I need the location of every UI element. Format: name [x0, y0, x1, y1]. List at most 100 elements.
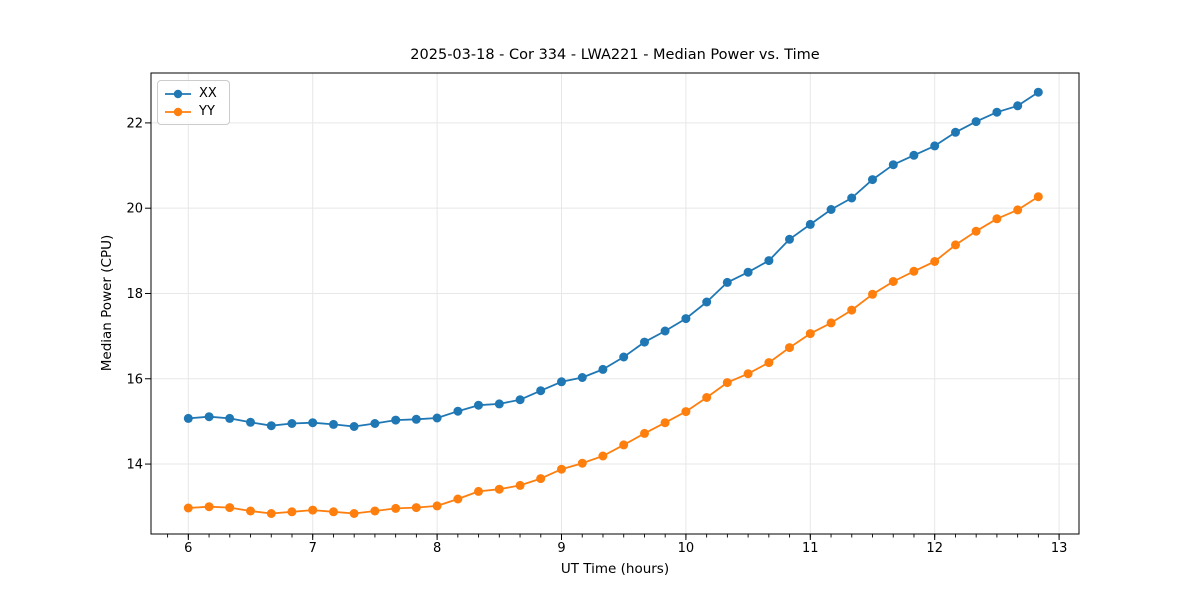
- data-point-xx: [536, 386, 546, 396]
- data-point-xx: [971, 117, 981, 127]
- data-point-yy: [577, 458, 587, 468]
- legend-label-xx: XX: [199, 86, 217, 101]
- data-point-xx: [619, 352, 629, 362]
- legend: XX YY: [157, 80, 230, 125]
- data-point-yy: [1033, 192, 1043, 202]
- y-tick-label: 20: [126, 202, 143, 217]
- plot-border: [150, 72, 1080, 535]
- data-point-xx: [1013, 101, 1023, 111]
- data-point-yy: [308, 505, 318, 515]
- data-point-yy: [992, 214, 1002, 224]
- data-point-yy: [805, 329, 815, 339]
- x-tick-label: 12: [926, 541, 943, 556]
- series-line-xx: [188, 91, 1039, 428]
- legend-item-xx: XX: [165, 86, 217, 101]
- data-point-yy: [909, 266, 919, 276]
- data-point-yy: [453, 494, 463, 504]
- data-point-yy: [266, 509, 276, 518]
- data-point-yy: [432, 501, 442, 511]
- data-point-xx: [494, 399, 504, 409]
- x-tick-label: 8: [433, 541, 441, 556]
- data-point-xx: [764, 256, 774, 266]
- data-point-yy: [204, 502, 214, 512]
- data-point-xx: [785, 234, 794, 244]
- data-point-yy: [474, 486, 483, 496]
- data-point-xx: [847, 193, 857, 203]
- y-tick-label: 16: [126, 372, 143, 387]
- data-point-yy: [536, 474, 546, 484]
- data-point-yy: [349, 509, 359, 518]
- data-point-yy: [702, 393, 712, 402]
- y-tick-label: 18: [126, 287, 143, 302]
- legend-sample-line-yy: [165, 107, 191, 117]
- x-tick-label: 6: [184, 541, 192, 556]
- x-tick-label: 13: [1051, 541, 1068, 556]
- data-point-xx: [411, 414, 421, 424]
- data-point-xx: [329, 419, 338, 429]
- data-point-yy: [722, 378, 732, 388]
- data-point-yy: [515, 480, 525, 490]
- data-point-xx: [246, 417, 255, 427]
- x-tick-label: 9: [557, 541, 565, 556]
- x-tick-label: 7: [309, 541, 317, 556]
- data-point-yy: [951, 240, 960, 250]
- data-point-yy: [764, 358, 774, 368]
- data-point-yy: [370, 506, 380, 516]
- chart-title: 2025-03-18 - Cor 334 - LWA221 - Median P…: [410, 47, 820, 63]
- data-point-xx: [888, 160, 898, 170]
- data-point-xx: [598, 364, 608, 374]
- data-point-xx: [909, 150, 919, 160]
- data-point-yy: [1013, 205, 1023, 215]
- data-point-yy: [598, 451, 608, 461]
- legend-label-yy: YY: [199, 104, 215, 119]
- data-point-yy: [826, 318, 836, 328]
- data-point-xx: [391, 415, 401, 425]
- data-point-xx: [930, 141, 940, 151]
- data-point-xx: [474, 400, 483, 410]
- data-point-yy: [681, 407, 691, 417]
- data-point-xx: [805, 219, 815, 229]
- data-point-yy: [743, 369, 753, 379]
- data-point-xx: [702, 297, 712, 307]
- x-tick-label: 10: [678, 541, 695, 556]
- data-point-xx: [868, 175, 877, 185]
- data-point-xx: [1033, 87, 1043, 97]
- data-point-yy: [494, 484, 504, 494]
- data-point-yy: [246, 506, 255, 516]
- data-point-xx: [577, 373, 587, 382]
- data-point-xx: [204, 412, 214, 422]
- data-point-yy: [930, 257, 940, 266]
- data-point-xx: [722, 277, 732, 287]
- data-point-xx: [557, 377, 566, 387]
- data-point-yy: [287, 507, 297, 517]
- x-axis-label: UT Time (hours): [560, 561, 670, 577]
- data-point-yy: [329, 507, 338, 517]
- data-point-yy: [660, 418, 670, 428]
- data-point-xx: [660, 326, 670, 336]
- data-point-yy: [225, 503, 235, 513]
- data-point-xx: [183, 413, 193, 423]
- data-point-yy: [868, 289, 877, 299]
- data-point-xx: [287, 419, 297, 428]
- data-point-xx: [453, 406, 463, 416]
- data-point-xx: [308, 418, 318, 428]
- x-tick-label: 11: [802, 541, 819, 556]
- data-point-xx: [951, 127, 960, 137]
- data-point-xx: [225, 413, 235, 423]
- data-point-xx: [826, 205, 836, 214]
- data-point-xx: [432, 413, 442, 423]
- data-point-xx: [681, 314, 691, 324]
- data-point-yy: [619, 440, 629, 450]
- legend-item-yy: YY: [165, 104, 217, 119]
- data-point-xx: [266, 421, 276, 431]
- data-point-xx: [640, 337, 649, 347]
- data-point-yy: [411, 503, 421, 513]
- y-tick-label: 14: [126, 458, 143, 473]
- data-point-yy: [971, 226, 981, 236]
- data-point-yy: [785, 343, 794, 353]
- series-line-yy: [188, 195, 1039, 515]
- data-point-xx: [349, 422, 359, 431]
- data-point-xx: [515, 395, 525, 405]
